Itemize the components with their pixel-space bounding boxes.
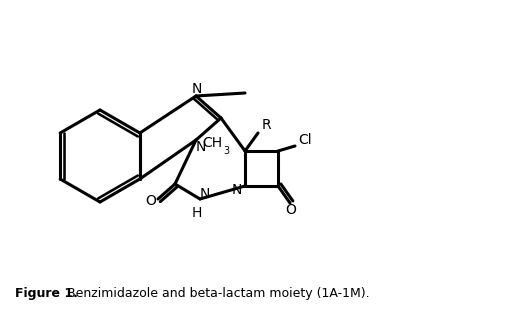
Text: H: H <box>192 206 202 220</box>
Text: CH: CH <box>202 136 222 150</box>
Text: R: R <box>261 118 271 132</box>
Text: N: N <box>232 183 242 197</box>
Text: O: O <box>145 194 157 208</box>
Text: O: O <box>286 203 296 217</box>
Text: Cl: Cl <box>298 133 312 147</box>
Text: 3: 3 <box>223 146 229 156</box>
Text: Benzimidazole and beta-lactam moiety (1A-1M).: Benzimidazole and beta-lactam moiety (1A… <box>63 287 370 300</box>
Text: N: N <box>196 140 206 154</box>
Text: N: N <box>200 187 210 201</box>
Text: Figure 1.: Figure 1. <box>15 287 78 300</box>
Text: N: N <box>192 82 202 96</box>
